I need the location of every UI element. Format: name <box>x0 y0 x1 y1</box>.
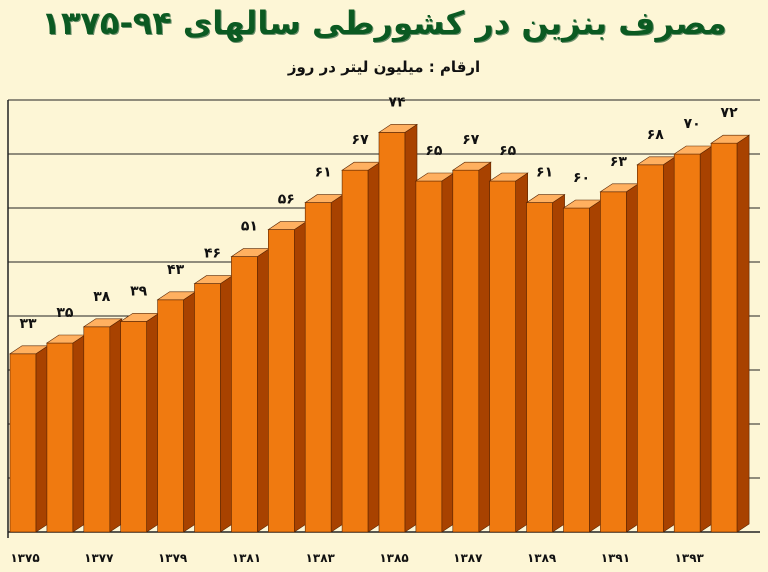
bar <box>600 191 627 533</box>
data-label: ۵۱ <box>241 219 258 235</box>
data-label: ۶۸ <box>647 127 665 143</box>
bar <box>341 169 369 533</box>
bar-side <box>552 194 565 533</box>
data-label: ۷۰ <box>684 116 701 132</box>
data-label: ۶۰ <box>573 170 590 186</box>
bar <box>267 229 295 533</box>
bar <box>563 207 590 533</box>
bar-side <box>515 172 529 533</box>
bar <box>636 164 664 533</box>
chart-subtitle: ارقام : میلیون لیتر در روز <box>287 58 481 76</box>
data-label: ۳۹ <box>130 283 148 299</box>
data-label: ۶۳ <box>610 154 628 170</box>
x-tick-label: ۱۳۸۷ <box>453 551 483 565</box>
bar-side <box>662 156 676 533</box>
data-label: ۳۵ <box>56 305 74 321</box>
bar-top <box>82 318 123 328</box>
bar <box>9 353 37 533</box>
bar-side <box>330 194 344 533</box>
data-label: ۷۴ <box>388 94 406 110</box>
x-tick-label: ۱۳۸۳ <box>306 551 336 565</box>
bar-side <box>404 123 418 533</box>
x-tick-label: ۱۳۸۵ <box>379 551 408 565</box>
bar-side <box>736 134 750 533</box>
x-tick-label: ۱۳۷۵ <box>10 551 39 565</box>
bar-top <box>710 134 751 144</box>
data-label: ۶۵ <box>499 143 517 159</box>
bar <box>526 202 553 533</box>
data-label: ۳۸ <box>93 289 111 305</box>
bar <box>194 283 221 533</box>
bar-top <box>378 124 418 133</box>
data-label: ۶۱ <box>536 165 553 181</box>
bar-top <box>488 172 529 182</box>
bar <box>157 299 184 533</box>
data-label: ۶۵ <box>425 143 443 159</box>
bar-top <box>525 194 566 203</box>
bar-top <box>451 161 492 171</box>
bar-side <box>626 183 639 533</box>
bar-side <box>109 318 123 533</box>
bar-side <box>35 345 49 533</box>
bar <box>83 326 111 533</box>
bar-side <box>72 334 86 533</box>
bar-side <box>146 312 159 533</box>
x-tick-label: ۱۳۷۹ <box>158 551 188 565</box>
bar <box>415 180 443 533</box>
bar-side <box>257 248 270 533</box>
bar-side <box>478 161 492 533</box>
data-label: ۴۳ <box>167 262 185 278</box>
bar-side <box>589 199 602 533</box>
bar-side <box>183 291 196 533</box>
x-tick-label: ۱۳۷۷ <box>84 551 114 565</box>
bar <box>710 142 738 533</box>
bar <box>489 180 517 533</box>
x-tick-label: ۱۳۹۱ <box>601 551 630 565</box>
bar <box>452 169 480 533</box>
bar-side <box>220 275 233 533</box>
chart-title: مصرف بنزین در کشورطی سالهای ۹۴-۱۳۷۵ <box>41 4 727 42</box>
bar <box>673 153 701 533</box>
bar <box>231 256 258 533</box>
data-label: ۴۶ <box>204 246 221 262</box>
bar <box>304 202 332 533</box>
data-label: ۷۲ <box>721 105 739 121</box>
bar <box>46 342 74 533</box>
x-tick-label: ۱۳۸۹ <box>527 551 557 565</box>
data-label: ۵۶ <box>278 192 295 208</box>
bar-side <box>441 172 455 533</box>
data-label: ۶۱ <box>315 165 332 181</box>
data-label: ۶۷ <box>352 132 370 148</box>
bar-side <box>367 161 381 533</box>
bar <box>120 321 147 533</box>
x-tick-label: ۱۳۸۱ <box>232 551 261 565</box>
x-tick-label: ۱۳۹۳ <box>675 551 705 565</box>
bar <box>378 132 406 533</box>
data-label: ۶۷ <box>462 132 480 148</box>
bar-side <box>293 221 307 533</box>
bar-side <box>699 145 713 533</box>
data-label: ۳۳ <box>19 316 37 332</box>
